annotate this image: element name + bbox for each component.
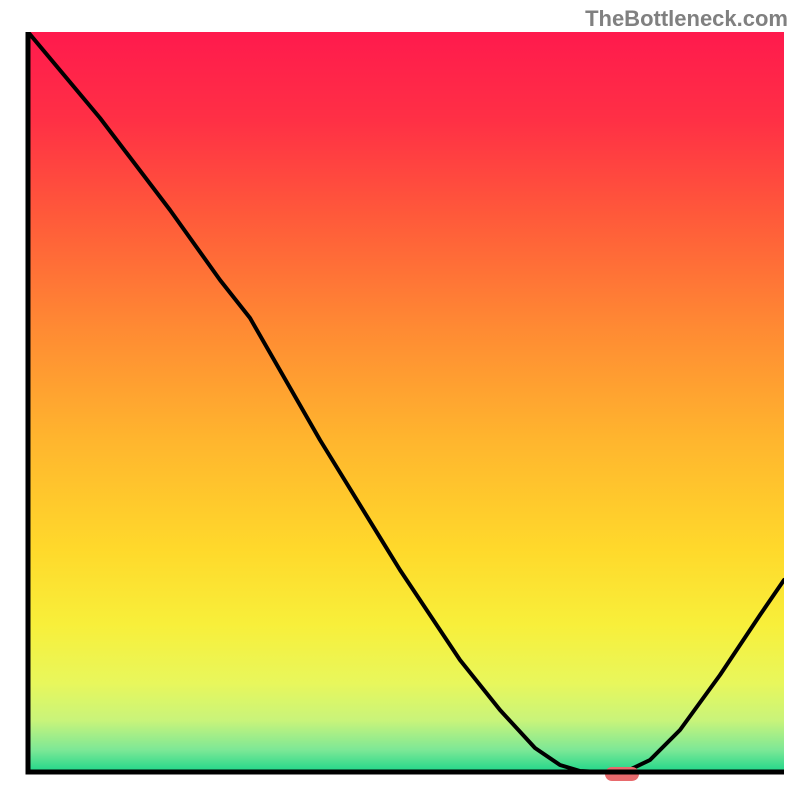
bottleneck-chart	[0, 0, 800, 800]
watermark-text: TheBottleneck.com	[585, 6, 788, 32]
gradient-background	[28, 32, 784, 772]
